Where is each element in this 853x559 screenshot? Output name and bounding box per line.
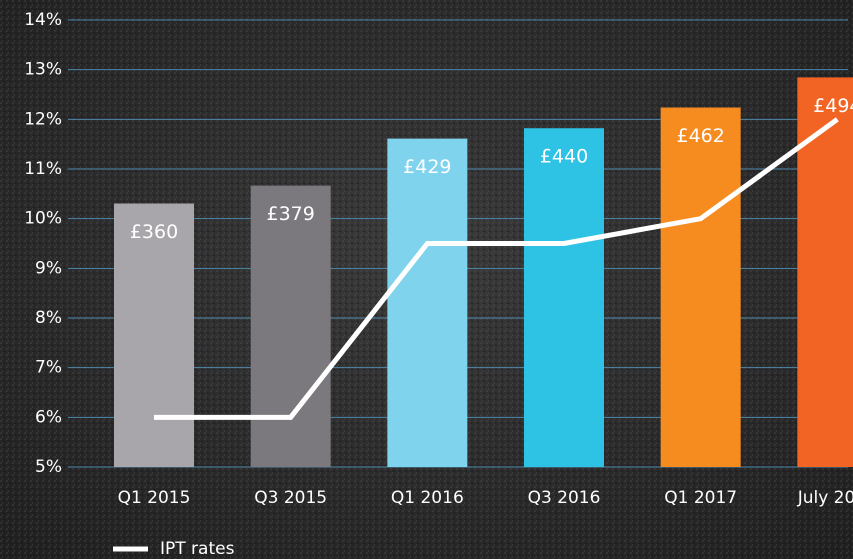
y-tick-label: 12% — [24, 109, 62, 129]
x-tick-label: Q1 2015 — [118, 488, 191, 508]
y-tick-label: 10% — [24, 209, 62, 229]
data-label: £440 — [540, 146, 588, 168]
x-tick-label: July 2017 — [797, 488, 853, 508]
y-tick-label: 5% — [35, 457, 62, 477]
bar — [387, 138, 468, 467]
lines — [154, 117, 839, 420]
x-tick-label: Q1 2016 — [391, 488, 464, 508]
y-tick-label: 9% — [35, 258, 62, 278]
y-tick-label: 14% — [24, 10, 62, 30]
bars — [114, 77, 853, 468]
legend-label: IPT rates — [160, 539, 235, 559]
x-tick-label: Q3 2016 — [528, 488, 601, 508]
bar — [114, 203, 194, 468]
x-tick-label: Q1 2017 — [664, 488, 737, 508]
y-tick-label: 8% — [35, 308, 62, 328]
data-label: £462 — [676, 125, 724, 147]
y-tick-label: 7% — [35, 358, 62, 378]
line — [154, 117, 839, 420]
data-label: £429 — [403, 156, 451, 178]
bar — [524, 128, 604, 467]
y-tick-label: 11% — [24, 159, 62, 179]
data-label: £379 — [266, 203, 314, 225]
y-tick-label: 13% — [24, 60, 62, 80]
data-label: £360 — [130, 221, 178, 243]
x-tick-label: Q3 2015 — [254, 488, 327, 508]
bar — [660, 107, 741, 468]
data-label: £494 — [813, 95, 853, 117]
bar — [797, 77, 853, 468]
y-tick-label: 6% — [35, 407, 62, 427]
labels: 5% 6% 7% 8% 9% 10% 11% 12% 13% 14% Q1 2015 Q3 2015 Q… — [24, 10, 853, 559]
bar — [250, 185, 331, 468]
